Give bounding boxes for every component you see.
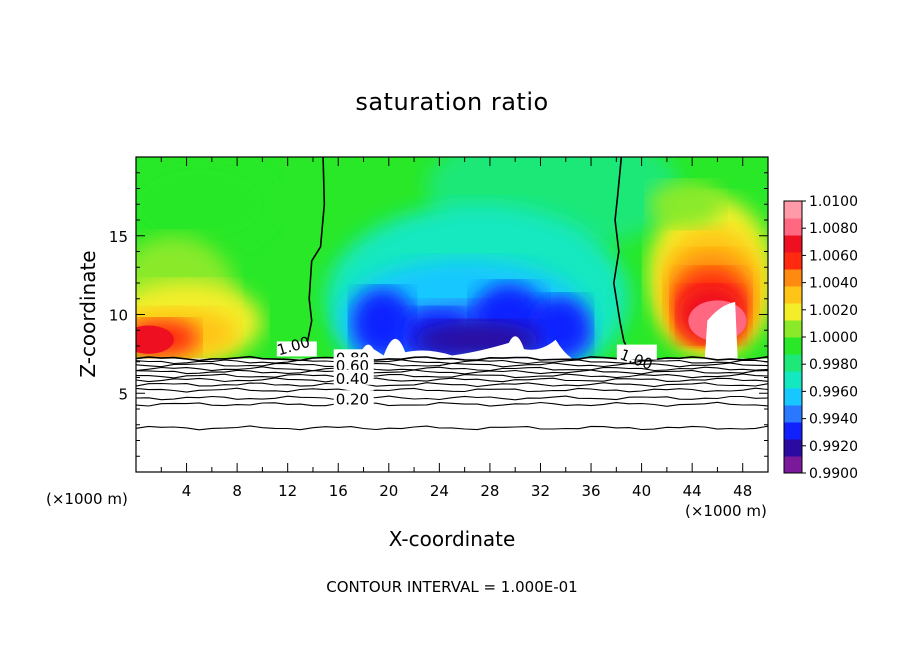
field-blob bbox=[136, 325, 174, 354]
colorbar-tick-label: 1.0020 bbox=[809, 303, 858, 319]
colorbar-tick-label: 0.9940 bbox=[809, 412, 858, 428]
x-tick-label: 28 bbox=[480, 482, 499, 500]
contour-line bbox=[135, 369, 769, 375]
x-tick-label: 4 bbox=[182, 482, 192, 500]
contour-label-bg bbox=[333, 357, 374, 373]
field-blob bbox=[136, 157, 276, 252]
colorbar-swatch bbox=[784, 439, 802, 457]
colorbar-swatch bbox=[784, 337, 802, 355]
contour-line bbox=[135, 377, 769, 383]
contour-label: 0.20 bbox=[336, 390, 369, 408]
colorbar-tick-label: 0.9980 bbox=[809, 357, 858, 373]
contour-line bbox=[135, 382, 769, 388]
contour-line bbox=[135, 366, 769, 372]
contour-line bbox=[135, 425, 769, 431]
colorbar-swatch bbox=[784, 354, 802, 372]
colorbar-tick-label: 0.9900 bbox=[809, 466, 858, 482]
x-tick-label: 36 bbox=[581, 482, 600, 500]
contour-label: 0.40 bbox=[336, 370, 369, 388]
z-tick-label: 10 bbox=[109, 307, 128, 325]
colorbar-swatch bbox=[784, 405, 802, 423]
contour-label-bg bbox=[333, 390, 374, 406]
chart-title: saturation ratio bbox=[355, 88, 549, 116]
colorbar-swatch bbox=[784, 422, 802, 440]
colorbar-tick-label: 0.9920 bbox=[809, 439, 858, 455]
contour-label-bg bbox=[616, 344, 657, 360]
x-tick-label: 24 bbox=[430, 482, 449, 500]
colorbar-swatch bbox=[784, 286, 802, 304]
terrain-ridge bbox=[358, 336, 573, 359]
contour-line bbox=[135, 362, 769, 368]
saturation-field bbox=[136, 157, 768, 359]
colorbar-swatch bbox=[784, 235, 802, 253]
x-tick-label: 48 bbox=[733, 482, 752, 500]
colorbar-tick-label: 1.0100 bbox=[809, 194, 858, 210]
x-tick-label: 32 bbox=[531, 482, 550, 500]
terrain-peak bbox=[704, 301, 738, 359]
colorbar-swatch bbox=[784, 201, 802, 219]
contour-label-bg bbox=[333, 369, 374, 385]
colorbar-tick-label: 1.0040 bbox=[809, 276, 858, 292]
colorbar-swatch bbox=[784, 456, 802, 474]
colorbar-tick-label: 1.0060 bbox=[809, 248, 858, 264]
contour-line bbox=[135, 395, 769, 401]
contour-line bbox=[136, 373, 769, 379]
z-axis: 5 10 15 bbox=[109, 172, 768, 457]
colorbar-tick-label: 0.9960 bbox=[809, 384, 858, 400]
field-blob bbox=[647, 180, 724, 228]
colorbar-swatch bbox=[784, 269, 802, 287]
x-tick-label: 40 bbox=[632, 482, 651, 500]
x-tick-label: 44 bbox=[683, 482, 702, 500]
x-tick-label: 12 bbox=[278, 482, 297, 500]
colorbar-swatch bbox=[784, 303, 802, 321]
x-tick-label: 8 bbox=[232, 482, 242, 500]
x-axis-label: X-coordinate bbox=[388, 527, 516, 551]
contour-line bbox=[135, 355, 769, 362]
colorbar-swatch bbox=[784, 218, 802, 236]
colorbar-swatch bbox=[784, 320, 802, 338]
contour-label-bg bbox=[276, 341, 317, 357]
contour-interval-note: CONTOUR INTERVAL = 1.000E-01 bbox=[326, 578, 578, 596]
x-axis: 4 8 12 16 20 24 28 32 36 40 44 48 bbox=[160, 157, 752, 500]
colorbar-tick-label: 1.0080 bbox=[809, 221, 858, 237]
contour-line bbox=[135, 401, 769, 407]
field-blob bbox=[527, 295, 592, 359]
contour-line-1.00-east bbox=[612, 156, 633, 358]
colorbar-swatch bbox=[784, 371, 802, 389]
contour-lines: 1.001.000.800.600.400.20 bbox=[135, 156, 769, 431]
z-tick-label: 15 bbox=[109, 228, 128, 246]
colorbar-tick-label: 1.0000 bbox=[809, 330, 858, 346]
z-axis-label: Z-coordinate bbox=[76, 250, 100, 378]
x-unit-left: (×1000 m) bbox=[46, 490, 128, 508]
contour-line bbox=[135, 387, 769, 393]
x-tick-label: 16 bbox=[329, 482, 348, 500]
colorbar-swatch bbox=[784, 388, 802, 406]
z-tick-label: 5 bbox=[118, 385, 128, 403]
colorbar: 1.0100 1.0080 1.0060 1.0040 1.0020 1.0000 0.99… bbox=[783, 194, 858, 482]
x-tick-label: 20 bbox=[379, 482, 398, 500]
contour-line-1.00-west bbox=[294, 156, 326, 356]
x-unit-right: (×1000 m) bbox=[685, 502, 767, 520]
field-blob bbox=[350, 287, 415, 358]
colorbar-swatch bbox=[784, 252, 802, 270]
